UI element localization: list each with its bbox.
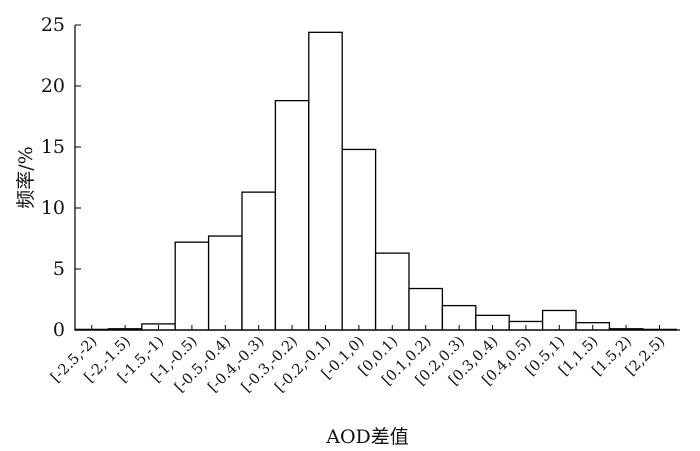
bar	[174, 241, 210, 331]
bar	[408, 287, 444, 331]
bar	[274, 99, 310, 331]
y-tick-label: 15	[41, 136, 65, 158]
bar	[207, 235, 243, 331]
bar	[241, 191, 277, 331]
y-tick-label: 0	[53, 319, 65, 341]
y-axis-label: 频率/%	[15, 146, 37, 208]
y-tick-label: 10	[41, 197, 65, 219]
x-axis-label: AOD差值	[325, 426, 409, 448]
bar	[308, 31, 343, 331]
y-tick-label: 25	[41, 14, 65, 36]
bars-group	[74, 31, 677, 331]
bar	[374, 252, 410, 331]
x-axis-ticks: [-2.5,-2)[-2,-1.5)[-1.5,-1)[-1,-0.5)[-0.…	[48, 325, 668, 396]
bar	[341, 148, 377, 331]
y-tick-label: 20	[41, 75, 65, 97]
y-tick-label: 5	[53, 258, 65, 280]
